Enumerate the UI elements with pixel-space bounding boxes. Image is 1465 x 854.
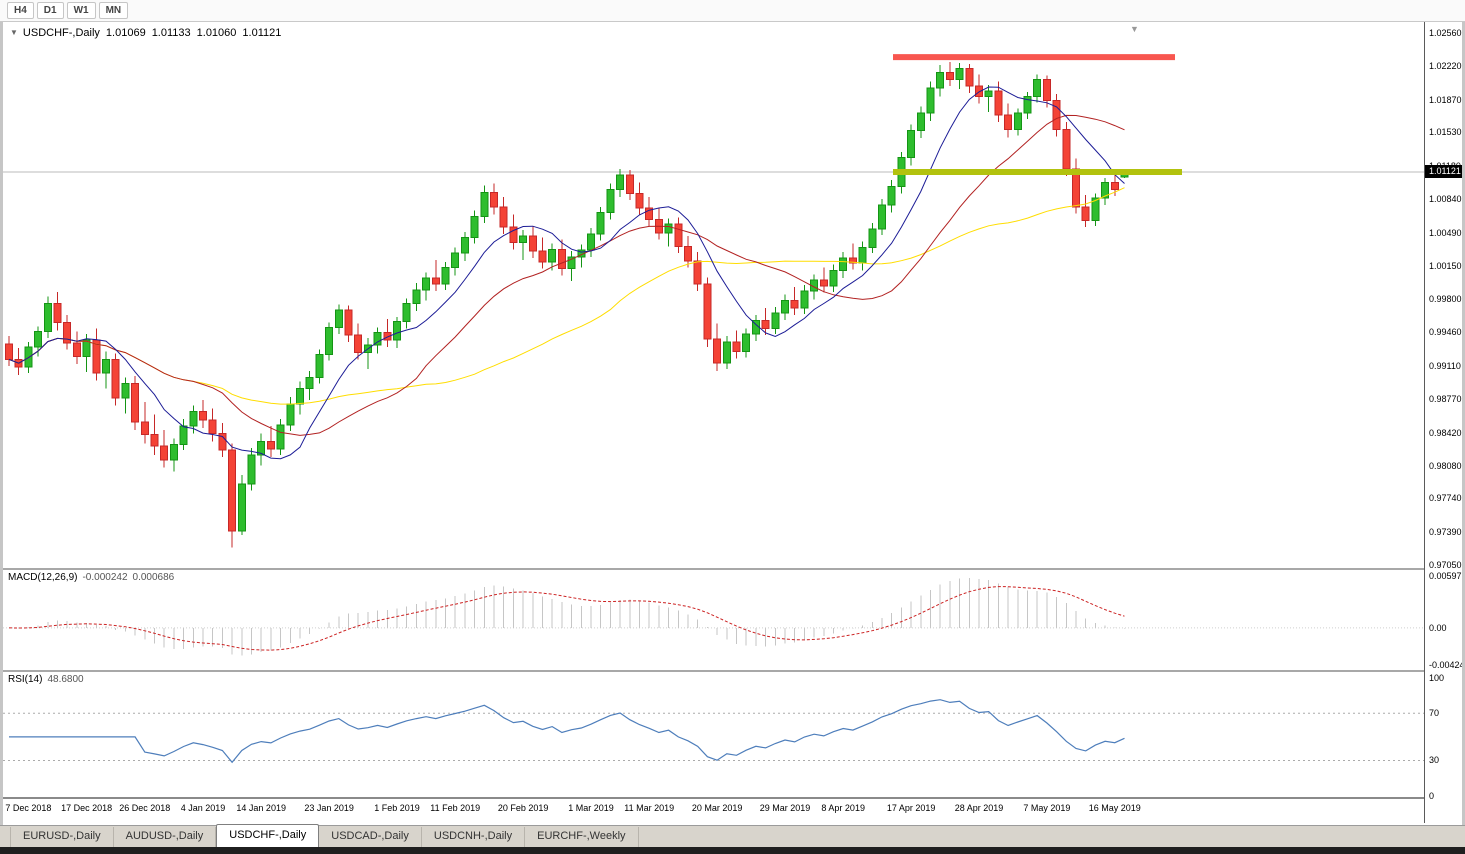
date-axis-label: 29 Mar 2019 bbox=[759, 803, 811, 813]
time-axis-line bbox=[0, 797, 1465, 799]
panel-separator[interactable] bbox=[0, 670, 1465, 672]
window-tab-usdchf[interactable]: USDCHF-,Daily bbox=[216, 824, 320, 847]
window-bottom-edge bbox=[0, 847, 1465, 854]
ohlc-open: 1.01069 bbox=[105, 27, 146, 39]
price-axis-label: 1.00150 bbox=[1429, 260, 1462, 271]
macd-signal-line bbox=[8, 586, 1125, 651]
price-axis-label: 1.01530 bbox=[1429, 127, 1462, 138]
candles-layer bbox=[5, 61, 1129, 548]
window-tab-usdcad[interactable]: USDCAD-,Daily bbox=[319, 827, 422, 847]
date-axis-label: 20 Mar 2019 bbox=[691, 803, 743, 813]
rsi-axis-label: 70 bbox=[1429, 708, 1440, 719]
window-tab-eurchf[interactable]: EURCHF-,Weekly bbox=[525, 827, 639, 847]
date-axis-label: 28 Apr 2019 bbox=[954, 803, 1004, 813]
price-axis-label: 1.02220 bbox=[1429, 60, 1462, 71]
chart-shift-marker-icon[interactable]: ▼ bbox=[1130, 24, 1139, 34]
date-axis-label: 17 Apr 2019 bbox=[886, 803, 936, 813]
date-axis-label: 11 Feb 2019 bbox=[430, 803, 481, 813]
window-tab-eurusd[interactable]: EURUSD-,Daily bbox=[10, 827, 114, 847]
date-axis-label: 1 Mar 2019 bbox=[568, 803, 614, 813]
date-axis-label: 4 Jan 2019 bbox=[180, 803, 226, 813]
price-axis-label: 0.99460 bbox=[1429, 327, 1462, 338]
chart-dropdown-icon[interactable]: ▼ bbox=[10, 28, 18, 37]
date-axis-label: 20 Feb 2019 bbox=[497, 803, 549, 813]
macd-histogram bbox=[18, 578, 1125, 656]
price-axis-label: 1.02560 bbox=[1429, 28, 1462, 38]
timeframe-button-h4[interactable]: H4 bbox=[7, 2, 34, 19]
date-axis-label: 7 May 2019 bbox=[1023, 803, 1071, 813]
rsi-line bbox=[9, 699, 1125, 764]
price-axis-label: 1.00490 bbox=[1429, 227, 1462, 238]
ohlc-low: 1.01060 bbox=[196, 27, 237, 39]
timeframe-toolbar: H4 D1 W1 MN bbox=[0, 0, 1465, 22]
macd-axis-label: -0.004243 bbox=[1429, 660, 1465, 671]
rsi-indicator-header: RSI(14) 48.6800 bbox=[8, 674, 84, 685]
macd-main-value: -0.000242 bbox=[82, 572, 128, 583]
chart-title: USDCHF-,Daily bbox=[22, 27, 100, 39]
macd-indicator-header: MACD(12,26,9) -0.000242 0.000686 bbox=[8, 572, 174, 583]
macd-axis-label: 0.00597 bbox=[1429, 570, 1462, 581]
price-axis-label: 0.99110 bbox=[1429, 361, 1461, 372]
date-axis-label: 8 Apr 2019 bbox=[821, 803, 865, 813]
ohlc-high: 1.01133 bbox=[151, 27, 191, 39]
date-axis-label: 14 Jan 2019 bbox=[236, 803, 286, 813]
date-axis-label: 1 Feb 2019 bbox=[374, 803, 420, 813]
date-axis-label: 16 May 2019 bbox=[1088, 803, 1141, 813]
ma-line-20 bbox=[8, 114, 1125, 436]
date-axis-label: 11 Mar 2019 bbox=[624, 803, 675, 813]
time-axis[interactable]: 7 Dec 2018 17 Dec 2018 26 Dec 2018 4 Jan 20… bbox=[0, 799, 1424, 823]
macd-axis-label: 0.00 bbox=[1429, 622, 1447, 633]
rsi-label: RSI(14) bbox=[8, 674, 43, 685]
date-axis-label: 23 Jan 2019 bbox=[304, 803, 354, 813]
macd-chart-canvas[interactable] bbox=[3, 570, 1424, 670]
timeframe-button-mn[interactable]: MN bbox=[98, 2, 129, 19]
price-axis-label: 1.01870 bbox=[1429, 94, 1462, 105]
ma-line-8 bbox=[8, 86, 1125, 460]
current-price-tag: 1.01121 bbox=[1425, 165, 1463, 179]
rsi-chart-canvas[interactable] bbox=[3, 672, 1424, 797]
ohlc-close: 1.01121 bbox=[242, 27, 282, 39]
price-axis-label: 1.00840 bbox=[1429, 194, 1462, 205]
chart-ohlc-header: ▼ USDCHF-,Daily 1.01069 1.01133 1.01060 1.011… bbox=[10, 27, 281, 39]
price-axis-label: 0.97390 bbox=[1429, 527, 1462, 538]
date-axis-label: 26 Dec 2018 bbox=[119, 803, 171, 813]
price-chart-canvas[interactable] bbox=[3, 22, 1424, 568]
ma-line-40 bbox=[8, 187, 1125, 405]
price-axis-label: 0.97050 bbox=[1429, 560, 1462, 570]
window-tab-bar: EURUSD-,Daily AUDUSD-,Daily USDCHF-,Daily U… bbox=[0, 824, 1465, 847]
timeframe-button-w1[interactable]: W1 bbox=[66, 2, 96, 19]
price-axis[interactable]: 1.025601.022201.018701.015301.011801.008… bbox=[1424, 22, 1465, 823]
price-axis-label: 0.98420 bbox=[1429, 427, 1462, 438]
price-axis-label: 0.97740 bbox=[1429, 493, 1462, 504]
price-axis-label: 0.99800 bbox=[1429, 294, 1462, 305]
panel-separator[interactable] bbox=[0, 568, 1465, 570]
date-axis-label: 17 Dec 2018 bbox=[61, 803, 113, 813]
rsi-axis-label: 100 bbox=[1429, 672, 1445, 683]
date-axis-label: 7 Dec 2018 bbox=[5, 803, 52, 813]
price-axis-label: 0.98080 bbox=[1429, 460, 1462, 471]
timeframe-button-d1[interactable]: D1 bbox=[36, 2, 64, 19]
rsi-value: 48.6800 bbox=[47, 674, 84, 685]
macd-label: MACD(12,26,9) bbox=[8, 572, 78, 583]
rsi-axis-label: 0 bbox=[1429, 790, 1435, 801]
window-right-edge bbox=[1462, 22, 1465, 825]
rsi-axis-label: 30 bbox=[1429, 755, 1440, 766]
window-left-edge bbox=[0, 22, 3, 825]
price-axis-label: 0.98770 bbox=[1429, 393, 1462, 404]
window-tab-usdcnh[interactable]: USDCNH-,Daily bbox=[422, 827, 526, 847]
window-tab-audusd[interactable]: AUDUSD-,Daily bbox=[114, 827, 217, 847]
macd-signal-value: 0.000686 bbox=[132, 572, 175, 583]
